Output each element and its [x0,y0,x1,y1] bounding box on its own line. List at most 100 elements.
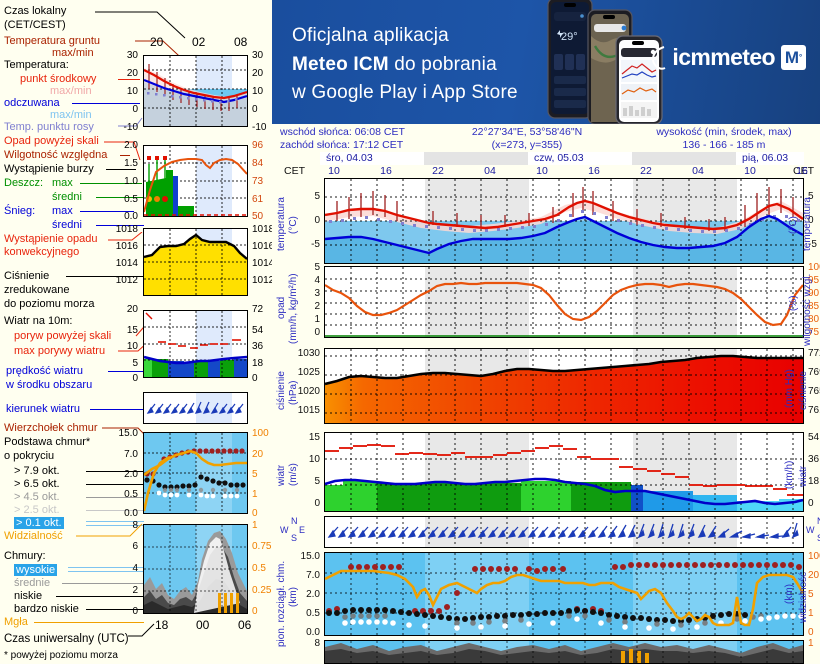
legend-local-time-line2: (CET/CEST) [4,19,66,31]
mini-wind-tick-5: 5 [132,358,138,369]
legend-wind-10m: Wiatr na 10m: [4,315,73,327]
sunset-text: zachód słońca: 17:12 CET [280,139,404,151]
leader-storm [106,169,136,170]
legend-dew-point: Temp. punktu rosy [4,121,94,133]
mini-press-rtick-1018: 1018 [252,224,275,235]
day-label-wed: śro, 04.03 [326,152,373,164]
leader-okta-01a [86,521,144,522]
mini-press-tick-1016: 1016 [115,241,138,252]
hour-label-8: 04 [692,165,704,177]
leader-okta-79 [86,471,144,472]
wind-rtick-36: 36 [808,454,820,465]
legend-felt-temp: odczuwana [4,97,60,109]
press-rtick-765: 765 [808,386,820,397]
legend-precip-over: Opad powyżej skali [4,135,99,147]
vis-rtick-100: 100 [808,551,820,562]
legend-cloud-verylow: bardzo niskie [14,603,79,615]
banner-line-2-rest: do pobrania [388,53,497,75]
compass-left-e: E [299,525,306,535]
cloud-visibility-chart [324,552,804,636]
temp-ylabel-right-1: (°C) [788,216,799,234]
leader-cloud-mid [62,583,144,584]
legend-gust-over: poryw powyżej skali [14,330,112,342]
banner-line-2: Meteo ICM do pobrania [292,51,518,80]
mini-wind-rtick-54: 54 [252,325,264,336]
legend-rain-avg: średni [52,191,82,203]
mini-press-rtick-1014: 1014 [252,258,275,269]
mini-wind-tick-0: 0 [132,373,138,384]
day-band-4 [632,152,736,165]
precipitation-humidity-chart [324,266,804,338]
vis-rtick-20: 20 [808,570,820,581]
legend-storm: Wystąpienie burzy [4,163,94,175]
legend-clouds-header: Chmury: [4,550,46,562]
mini-humid-tick-61: 61 [252,194,264,205]
wind-direction-chart [324,516,804,548]
humid-tick-80: 80 [808,314,820,325]
day-band-5 [736,152,804,165]
precip-tick-1: 1 [314,314,320,325]
compass-right-s: S [817,533,820,543]
hour-label-1: 10 [328,165,340,177]
mini-vis-rtick-5: 5 [252,469,258,480]
mini-hour-20: 20 [150,35,164,49]
mini-precip-tick-05: 0.5 [124,194,138,205]
grid-coords-text: (x=273, y=355) [491,139,563,151]
leader-okta-45 [86,497,144,498]
hour-label-4: 04 [484,165,496,177]
wind-tick-10: 10 [308,454,320,465]
coordinates-text: 22°27'34"E, 53°58'46"N [471,126,583,138]
day-label-fri: pią, 06.03 [742,152,789,164]
mini-vis-rtick-100: 100 [252,428,269,439]
mini-hour-00: 00 [196,618,210,632]
mini-cloud-tick-00: 0.0 [124,508,138,519]
mini-chart-wind [143,310,248,378]
mini-precip-tick-15: 1.5 [124,158,138,169]
mini-temp-rtick-0: 0 [252,104,258,115]
mini-cc-rtick-0: 0 [252,606,258,617]
compass-left-n: N [291,516,298,526]
cloud-tick-70: 7.0 [306,570,320,581]
cet-label-right: CET [793,165,814,177]
leader-cloud-high-b [68,571,144,572]
humid-tick-75: 75 [808,327,820,338]
mini-cc-rtick-075: 0.75 [252,541,272,552]
leader-local-time [95,11,186,39]
legend-rain-max: max [52,177,73,189]
phone-mockups-image: 29° [547,0,663,124]
time-axis-header: CET CET śro, 04.03 czw, 05.03 pią, 06.03… [272,152,820,178]
legend-rain-label: Deszcz: [4,177,44,189]
legend-cloud-base-2: o pokryciu [4,450,55,462]
wind-rtick-18: 18 [808,476,820,487]
legend-snow-label: Śnieg: [4,205,36,217]
mini-precip-tick-20: 2.0 [124,140,138,151]
mini-temp-tick-m10: -10 [123,122,138,133]
hour-label-5: 10 [536,165,548,177]
legend-ground-temp: Temperatura gruntu [4,35,100,47]
icmmeteo-logo[interactable]: icmmeteo M ° [650,44,806,71]
mini-temp-rtick-20: 20 [252,68,264,79]
logo-badge: M ° [781,45,806,70]
leader-snow-avg [96,225,144,226]
app-promo-banner[interactable]: Oficjalna aplikacja Meteo ICM do pobrani… [272,0,820,124]
mini-wind-tick-10: 10 [126,341,138,352]
mini-temp-tick-20: 20 [126,68,138,79]
legend-okta-25: > 2.5 okt. [14,504,60,516]
mini-temp-tick-30: 30 [126,50,138,61]
wind-tick-5: 5 [314,476,320,487]
compass-left-s: S [291,533,298,543]
humid-tick-95: 95 [808,275,820,286]
vis-rtick-1: 1 [808,608,814,619]
legend-okta-01: > 0.1 okt. [14,517,64,529]
day-label-thu: czw, 05.03 [534,152,584,164]
leader-cloud-high-a [68,567,144,568]
cc-tick-8: 8 [314,638,320,649]
press-rtick-769: 769 [808,367,820,378]
humid-tick-85: 85 [808,301,820,312]
press-rtick-772: 772 [808,348,820,359]
leader-snow-max [80,211,134,212]
mini-cc-rtick-025: 0.25 [252,585,272,596]
legend-conv-precip-2: konwekcyjnego [4,246,80,258]
legend-pressure-1: Ciśnienie [4,270,50,282]
wind-rtick-54: 54 [808,432,820,443]
